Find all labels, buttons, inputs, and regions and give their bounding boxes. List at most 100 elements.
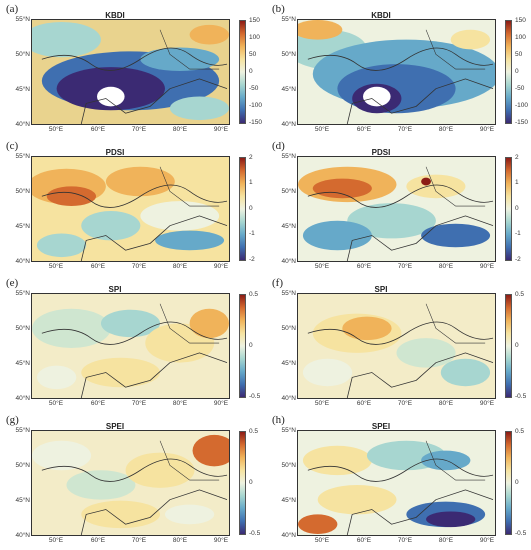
map-image <box>32 431 229 535</box>
lat-label: 45°N <box>15 86 30 93</box>
lon-label: 90°E <box>479 537 495 544</box>
lon-label: 90°E <box>213 263 229 270</box>
lat-label: 40°N <box>281 395 296 402</box>
lat-label: 50°N <box>281 51 296 58</box>
panel-label: (h) <box>272 414 285 426</box>
lat-label: 50°N <box>281 188 296 195</box>
lon-label: 70°E <box>131 537 147 544</box>
lon-label: 80°E <box>438 126 454 133</box>
lat-label: 50°N <box>15 188 30 195</box>
panel-label: (d) <box>272 140 285 152</box>
panel-c: (c) PDSI 55°N 50°N 45°N 40°N 50°E 60°E 7… <box>0 137 265 274</box>
lon-label: 90°E <box>213 537 229 544</box>
panel-title: SPI <box>374 285 388 294</box>
map-image <box>32 157 229 261</box>
lon-label: 50°E <box>314 400 330 407</box>
lon-label: 80°E <box>438 537 454 544</box>
colorbar <box>239 431 246 535</box>
colorbar-tick: 0 <box>515 205 519 212</box>
colorbar-tick: 0.5 <box>515 428 525 435</box>
colorbar-tick: 0.5 <box>249 428 259 435</box>
lat-label: 40°N <box>15 395 30 402</box>
lon-label: 90°E <box>213 400 229 407</box>
colorbar-tick: 0 <box>515 68 519 75</box>
lat-label: 55°N <box>15 153 30 160</box>
lat-label: 45°N <box>281 360 296 367</box>
lon-label: 50°E <box>48 537 64 544</box>
spei-map <box>31 430 230 536</box>
lat-label: 55°N <box>281 290 296 297</box>
lon-label: 70°E <box>131 400 147 407</box>
lat-label: 50°N <box>15 325 30 332</box>
colorbar-tick: -0.5 <box>249 393 261 400</box>
map-image <box>32 20 229 124</box>
lon-label: 80°E <box>438 263 454 270</box>
lat-label: 45°N <box>15 497 30 504</box>
lon-label: 50°E <box>48 400 64 407</box>
colorbar-tick: 0.5 <box>515 291 525 298</box>
lat-label: 50°N <box>15 51 30 58</box>
lat-label: 55°N <box>15 290 30 297</box>
panel-label: (a) <box>6 3 19 15</box>
lon-label: 70°E <box>131 263 147 270</box>
lat-label: 45°N <box>281 497 296 504</box>
colorbar-tick: -50 <box>249 85 259 92</box>
colorbar <box>239 20 246 124</box>
panel-title: PDSI <box>105 148 125 157</box>
panel-b: (b) KBDI 55°N 50°N 45°N 40°N 50°E 60°E 7… <box>266 0 531 137</box>
lon-label: 70°E <box>397 263 413 270</box>
panel-label: (e) <box>6 277 19 289</box>
panel-a: (a) KBDI 55°N 50°N 45°N 40°N 50°E 60°E 7… <box>0 0 265 137</box>
lon-label: 80°E <box>172 400 188 407</box>
colorbar-tick: 0.5 <box>249 291 259 298</box>
panel-title: SPEI <box>371 422 391 431</box>
colorbar-tick: -100 <box>249 102 263 109</box>
panel-title: KBDI <box>105 11 125 20</box>
lat-label: 40°N <box>15 121 30 128</box>
lon-label: 60°E <box>356 126 372 133</box>
lat-label: 45°N <box>15 360 30 367</box>
lon-label: 50°E <box>48 263 64 270</box>
map-image <box>298 431 495 535</box>
colorbar-tick: 0 <box>515 342 519 349</box>
colorbar-tick: 1 <box>249 179 253 186</box>
lon-label: 70°E <box>131 126 147 133</box>
map-image <box>32 294 229 398</box>
panel-title: SPI <box>108 285 122 294</box>
lon-label: 70°E <box>397 537 413 544</box>
lon-label: 70°E <box>397 400 413 407</box>
lon-label: 50°E <box>314 263 330 270</box>
lat-label: 45°N <box>15 223 30 230</box>
panel-title: KBDI <box>371 11 391 20</box>
lon-label: 60°E <box>90 400 106 407</box>
kbdi-map <box>31 19 230 125</box>
colorbar-tick: 1 <box>515 179 519 186</box>
panel-label: (b) <box>272 3 285 15</box>
lon-label: 60°E <box>356 537 372 544</box>
lon-label: 60°E <box>90 126 106 133</box>
lat-label: 40°N <box>281 121 296 128</box>
lon-label: 60°E <box>90 263 106 270</box>
colorbar-tick: 150 <box>515 17 526 24</box>
colorbar <box>505 157 512 261</box>
colorbar-tick: -2 <box>249 256 255 263</box>
panel-h: (h) SPEI 55°N 50°N 45°N 40°N 50°E 60°E 7… <box>266 411 531 548</box>
spei-map <box>297 430 496 536</box>
colorbar-tick: 50 <box>249 51 257 58</box>
colorbar-tick: -150 <box>249 119 263 126</box>
pdsi-map <box>297 156 496 262</box>
colorbar-tick: 100 <box>515 34 526 41</box>
lon-label: 60°E <box>90 537 106 544</box>
lat-label: 50°N <box>281 462 296 469</box>
lon-label: 80°E <box>172 263 188 270</box>
panel-g: (g) SPEI 55°N 50°N 45°N 40°N 50°E 60°E 7… <box>0 411 265 548</box>
panel-label: (g) <box>6 414 19 426</box>
panel-f: (f) SPI 55°N 50°N 45°N 40°N 50°E 60°E 70… <box>266 274 531 411</box>
lat-label: 40°N <box>281 532 296 539</box>
spi-map <box>297 293 496 399</box>
panel-label: (c) <box>6 140 19 152</box>
lon-label: 80°E <box>438 400 454 407</box>
colorbar <box>505 294 512 398</box>
lon-label: 70°E <box>397 126 413 133</box>
lon-label: 60°E <box>356 400 372 407</box>
